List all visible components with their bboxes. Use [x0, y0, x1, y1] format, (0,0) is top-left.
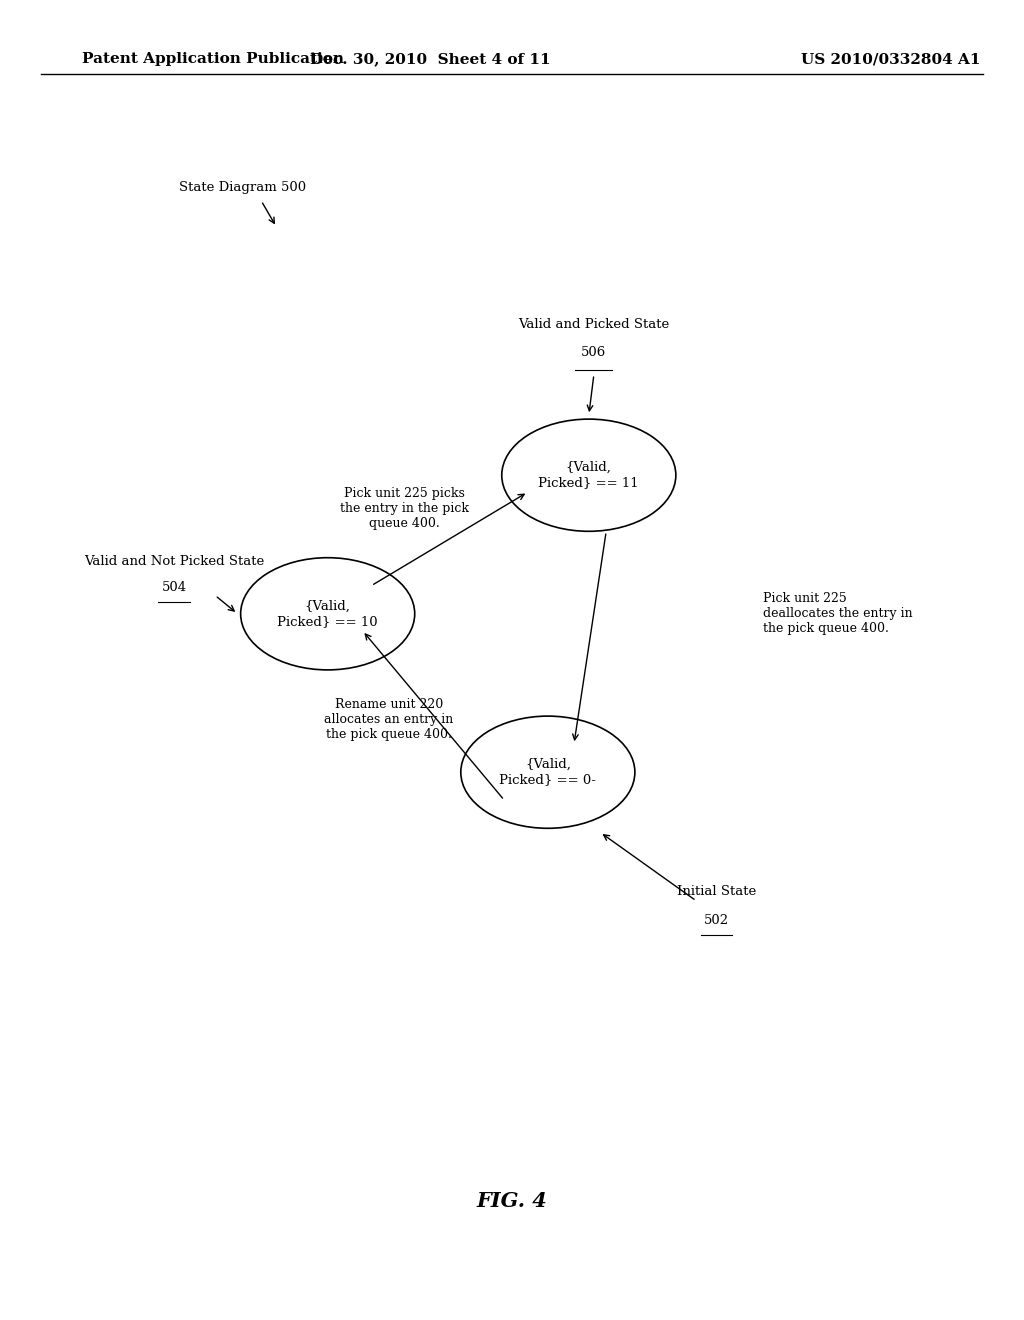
Text: Dec. 30, 2010  Sheet 4 of 11: Dec. 30, 2010 Sheet 4 of 11	[310, 53, 550, 66]
Text: {Valid,
Picked} == 10: {Valid, Picked} == 10	[278, 599, 378, 628]
Ellipse shape	[461, 715, 635, 829]
Text: Patent Application Publication: Patent Application Publication	[82, 53, 344, 66]
Text: Rename unit 220
allocates an entry in
the pick queue 400.: Rename unit 220 allocates an entry in th…	[325, 698, 454, 741]
Ellipse shape	[502, 418, 676, 532]
Text: Pick unit 225 picks
the entry in the pick
queue 400.: Pick unit 225 picks the entry in the pic…	[340, 487, 469, 529]
Text: Valid and Not Picked State: Valid and Not Picked State	[84, 554, 264, 568]
Text: FIG. 4: FIG. 4	[476, 1191, 548, 1212]
Text: 506: 506	[582, 346, 606, 359]
Text: 504: 504	[162, 581, 186, 594]
Text: {Valid,
Picked} == 0-: {Valid, Picked} == 0-	[500, 758, 596, 787]
Text: US 2010/0332804 A1: US 2010/0332804 A1	[801, 53, 981, 66]
Text: Pick unit 225
deallocates the entry in
the pick queue 400.: Pick unit 225 deallocates the entry in t…	[763, 593, 912, 635]
Text: {Valid,
Picked} == 11: {Valid, Picked} == 11	[539, 461, 639, 490]
Text: Valid and Picked State: Valid and Picked State	[518, 318, 670, 330]
Ellipse shape	[241, 557, 415, 671]
Text: 502: 502	[705, 913, 729, 927]
Text: Initial State: Initial State	[677, 886, 757, 898]
Text: State Diagram 500: State Diagram 500	[179, 181, 306, 194]
